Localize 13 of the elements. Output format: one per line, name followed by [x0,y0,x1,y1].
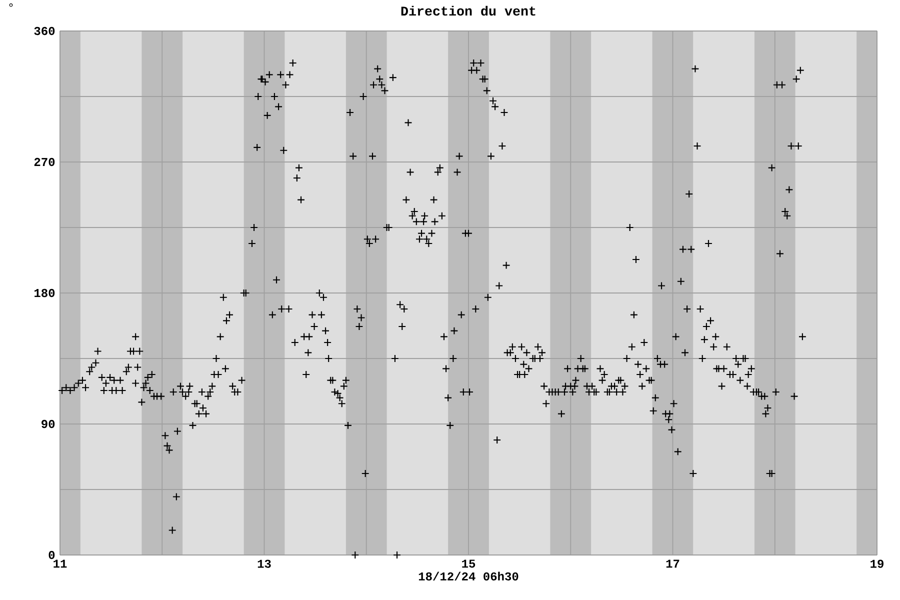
x-tick-label: 13 [258,560,271,568]
y-tick-label: 180 [34,288,55,298]
y-tick-label: 270 [34,158,55,166]
y-axis-title: ° [9,3,13,7]
y-tick-label: 90 [42,420,55,428]
chart-title: Direction du vent [401,6,536,16]
x-tick-label: 15 [462,560,476,568]
x-tick-label: 17 [666,560,680,568]
y-tick-label: 360 [34,26,55,36]
x-tick-label: 11 [54,560,67,568]
x-axis-title: 18/12/24 06h30 [418,572,518,581]
y-tick-label: 0 [48,550,55,560]
x-tick-label: 19 [870,560,884,568]
